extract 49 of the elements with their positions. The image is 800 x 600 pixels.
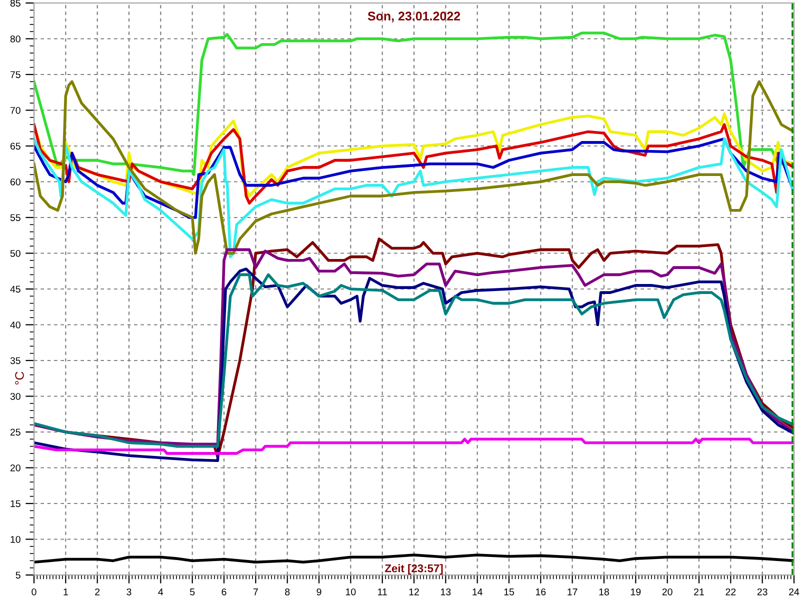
y-tick-label: 50 (10, 250, 20, 257)
x-tick-label: 24 (789, 588, 800, 596)
y-tick-label: 30 (10, 392, 20, 400)
x-tick-label: 16 (536, 588, 546, 596)
x-tick-label: 17 (568, 588, 578, 596)
y-tick-label: 70 (10, 106, 20, 114)
x-tick-label: 15 (504, 588, 514, 596)
y-tick-label: 55 (10, 214, 20, 222)
y-tick-label: 85 (10, 0, 20, 7)
x-tick-label: 22 (726, 588, 736, 596)
line-series (34, 32, 794, 176)
y-tick-label: 25 (10, 428, 20, 436)
x-tick-label: 13 (441, 588, 451, 596)
y-tick-label: 20 (10, 464, 20, 472)
x-axis-title: Zeit [23:57] (385, 564, 443, 574)
x-tick-label: 21 (694, 588, 704, 596)
x-tick-label: 11 (378, 588, 387, 596)
line-series (34, 80, 794, 255)
x-tick-label: 23 (757, 588, 768, 596)
x-tick-label: 7 (253, 588, 258, 596)
y-tick-label: 80 (10, 35, 20, 42)
line-series (34, 438, 794, 455)
x-tick-label: 10 (346, 588, 356, 596)
y-tick-label: 10 (10, 536, 20, 543)
y-tick-label: 40 (10, 321, 20, 328)
y-tick-label: 45 (10, 286, 20, 293)
x-tick-label: 3 (126, 588, 132, 596)
line-series (34, 137, 794, 258)
x-tick-label: 18 (599, 588, 609, 596)
y-tick-label: 5 (16, 572, 20, 579)
x-tick-label: 12 (409, 588, 419, 596)
x-tick-label: 0 (32, 588, 36, 596)
x-tick-label: 2 (95, 588, 100, 596)
text: Son, 23.01.2022 (368, 12, 460, 22)
y-tick-label: 60 (10, 178, 20, 186)
x-tick-label: 6 (222, 588, 226, 596)
y-axis-title: °C (15, 372, 24, 384)
y-tick-label: 15 (10, 500, 20, 508)
y-tick-label: 75 (10, 71, 20, 78)
x-tick-label: 4 (158, 588, 164, 596)
x-tick-label: 9 (316, 588, 322, 596)
x-tick-label: 19 (631, 588, 641, 596)
x-tick-label: 1 (64, 588, 68, 596)
x-tick-label: 14 (472, 588, 482, 596)
y-tick-label: 65 (10, 142, 20, 150)
x-tick-label: 8 (285, 588, 290, 596)
x-tick-label: 20 (662, 588, 672, 596)
x-tick-label: 5 (190, 588, 195, 596)
y-tick-label: 35 (10, 357, 20, 364)
